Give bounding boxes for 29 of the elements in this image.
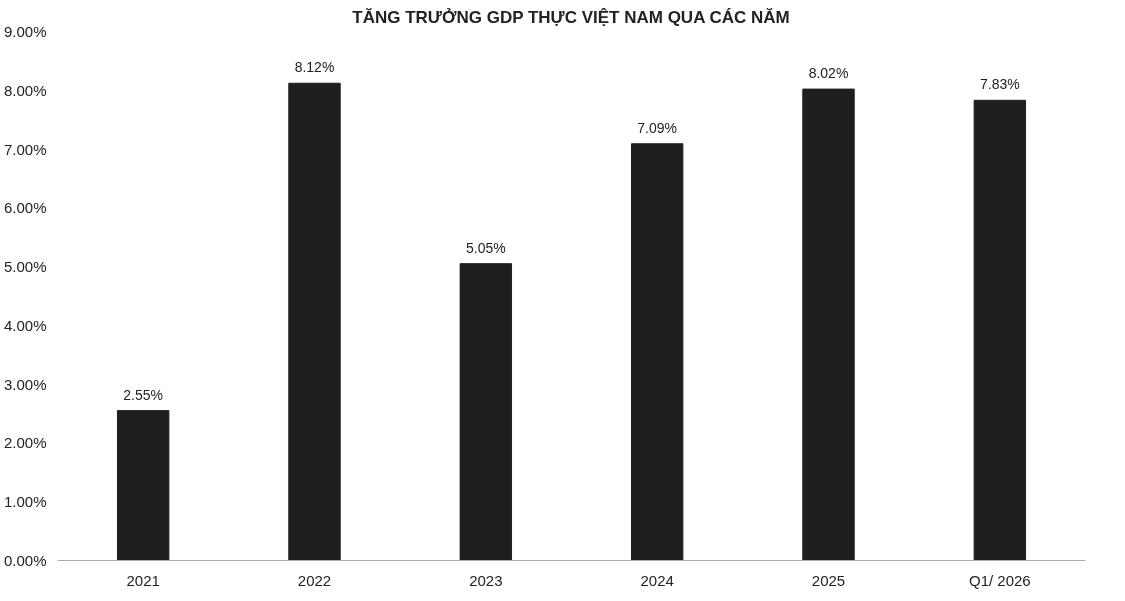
y-tick-label: 9.00% (3, 23, 47, 40)
chart-title: TĂNG TRƯỞNG GDP THỰC VIỆT NAM QUA CÁC NĂM (352, 7, 790, 27)
bar (630, 143, 684, 561)
bar (973, 99, 1027, 561)
y-tick-label: 7.00% (3, 140, 47, 158)
y-tick-label: 1.00% (3, 493, 47, 511)
y-tick-label: 6.00% (3, 199, 47, 217)
data-label: 7.83% (979, 76, 1020, 93)
x-tick-label: 2021 (126, 571, 160, 589)
data-label: 7.09% (637, 119, 678, 136)
data-label: 5.05% (465, 239, 506, 256)
data-label: 8.12% (294, 59, 335, 76)
y-tick-label: 5.00% (3, 258, 47, 276)
bar (459, 263, 513, 561)
data-label: 2.55% (123, 386, 164, 403)
x-tick-label: 2024 (640, 571, 674, 589)
y-tick-label: 2.00% (3, 434, 47, 452)
bar (288, 82, 341, 561)
x-tick-label: 2025 (811, 571, 846, 589)
y-tick-label: 4.00% (3, 316, 47, 334)
y-tick-label: 8.00% (3, 81, 47, 99)
data-label: 8.02% (808, 65, 849, 82)
x-tick-label: 2022 (297, 571, 332, 589)
y-tick-label: 0.00% (3, 552, 47, 569)
y-tick-label: 3.00% (3, 375, 47, 393)
bar (802, 88, 855, 561)
x-tick-label: 2023 (469, 571, 503, 589)
bar (116, 410, 170, 561)
x-tick-label: Q1/ 2026 (968, 571, 1031, 589)
